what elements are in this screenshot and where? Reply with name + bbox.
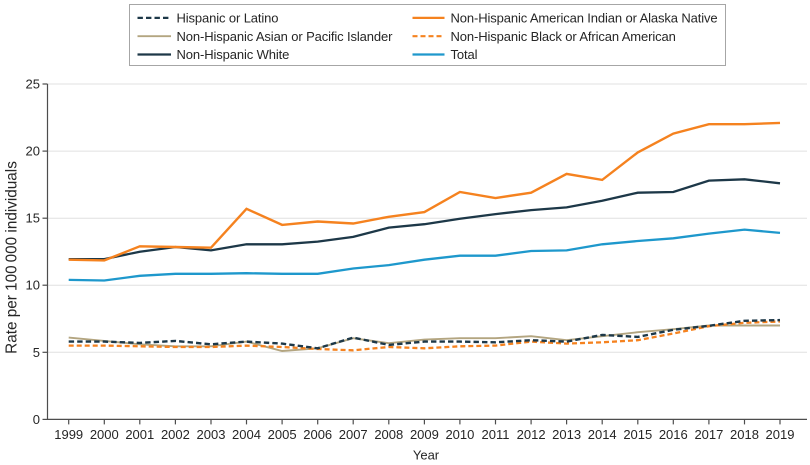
svg-text:25: 25	[26, 77, 40, 92]
svg-text:15: 15	[26, 211, 40, 226]
svg-text:2016: 2016	[659, 427, 688, 442]
svg-text:0: 0	[33, 412, 40, 427]
svg-text:2018: 2018	[730, 427, 759, 442]
svg-text:Total: Total	[451, 47, 478, 62]
svg-text:Non-Hispanic American Indian o: Non-Hispanic American Indian or Alaska N…	[451, 11, 718, 26]
svg-text:2006: 2006	[303, 427, 332, 442]
svg-text:2010: 2010	[445, 427, 474, 442]
svg-text:2001: 2001	[125, 427, 154, 442]
svg-text:2017: 2017	[694, 427, 723, 442]
svg-text:2003: 2003	[197, 427, 226, 442]
svg-text:2005: 2005	[268, 427, 297, 442]
svg-text:Hispanic or Latino: Hispanic or Latino	[177, 11, 279, 26]
svg-text:2012: 2012	[517, 427, 546, 442]
svg-text:Non-Hispanic Asian or Pacific: Non-Hispanic Asian or Pacific Islander	[177, 29, 394, 44]
svg-text:Rate per 100 000 individuals: Rate per 100 000 individuals	[4, 161, 21, 354]
svg-text:2009: 2009	[410, 427, 439, 442]
svg-text:2015: 2015	[623, 427, 652, 442]
svg-text:2008: 2008	[374, 427, 403, 442]
svg-text:2000: 2000	[90, 427, 119, 442]
svg-text:5: 5	[33, 345, 40, 360]
svg-text:1999: 1999	[54, 427, 83, 442]
svg-text:10: 10	[26, 278, 40, 293]
svg-text:20: 20	[26, 144, 40, 159]
svg-text:2011: 2011	[482, 427, 510, 442]
svg-text:Non-Hispanic Black or African: Non-Hispanic Black or African American	[451, 29, 676, 44]
svg-text:Non-Hispanic White: Non-Hispanic White	[177, 47, 290, 62]
svg-text:2004: 2004	[232, 427, 261, 442]
svg-text:2002: 2002	[161, 427, 190, 442]
svg-text:2013: 2013	[552, 427, 581, 442]
svg-text:2014: 2014	[588, 427, 617, 442]
svg-text:Year: Year	[413, 448, 440, 463]
svg-text:2007: 2007	[339, 427, 368, 442]
svg-text:2019: 2019	[766, 427, 795, 442]
